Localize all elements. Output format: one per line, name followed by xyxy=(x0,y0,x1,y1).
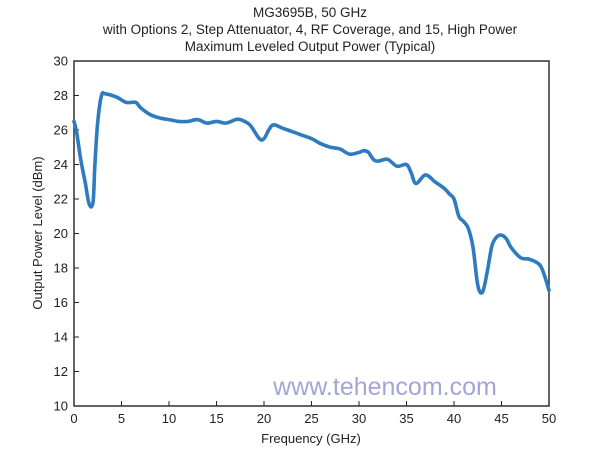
y-tick-label: 12 xyxy=(54,364,68,379)
x-axis-label: Frequency (GHz) xyxy=(261,431,361,446)
x-tick-label: 5 xyxy=(118,411,125,426)
x-tick-label: 10 xyxy=(162,411,176,426)
y-tick-label: 18 xyxy=(54,261,68,276)
y-tick-label: 16 xyxy=(54,295,68,310)
chart-title-line-2: with Options 2, Step Attenuator, 4, RF C… xyxy=(102,22,518,37)
chart-title-line-3: Maximum Leveled Output Power (Typical) xyxy=(185,39,436,54)
x-tick-label: 30 xyxy=(352,411,366,426)
x-tick-label: 45 xyxy=(494,411,508,426)
y-tick-label: 24 xyxy=(54,157,68,172)
x-axis-ticks: 0 5 10 15 20 25 30 35 40 45 50 xyxy=(70,401,556,426)
chart-title-line-1: MG3695B, 50 GHz xyxy=(253,5,367,20)
y-axis-label: Output Power Level (dBm) xyxy=(30,156,45,309)
y-axis-ticks: 10 12 14 16 18 20 22 24 26 28 30 xyxy=(54,54,79,414)
y-tick-label: 22 xyxy=(54,192,68,207)
x-tick-label: 0 xyxy=(70,411,77,426)
y-tick-label: 28 xyxy=(54,88,68,103)
y-tick-label: 14 xyxy=(54,330,68,345)
x-tick-label: 35 xyxy=(399,411,413,426)
x-tick-label: 20 xyxy=(257,411,271,426)
x-tick-label: 15 xyxy=(209,411,223,426)
y-tick-label: 26 xyxy=(54,123,68,138)
x-tick-label: 40 xyxy=(447,411,461,426)
y-tick-label: 10 xyxy=(54,399,68,414)
watermark-text: www.tehencom.com xyxy=(272,373,497,401)
series-line-output-power xyxy=(72,91,551,295)
y-tick-label: 30 xyxy=(54,54,68,69)
y-tick-label: 20 xyxy=(54,226,68,241)
x-tick-label: 25 xyxy=(304,411,318,426)
x-tick-label: 50 xyxy=(542,411,556,426)
